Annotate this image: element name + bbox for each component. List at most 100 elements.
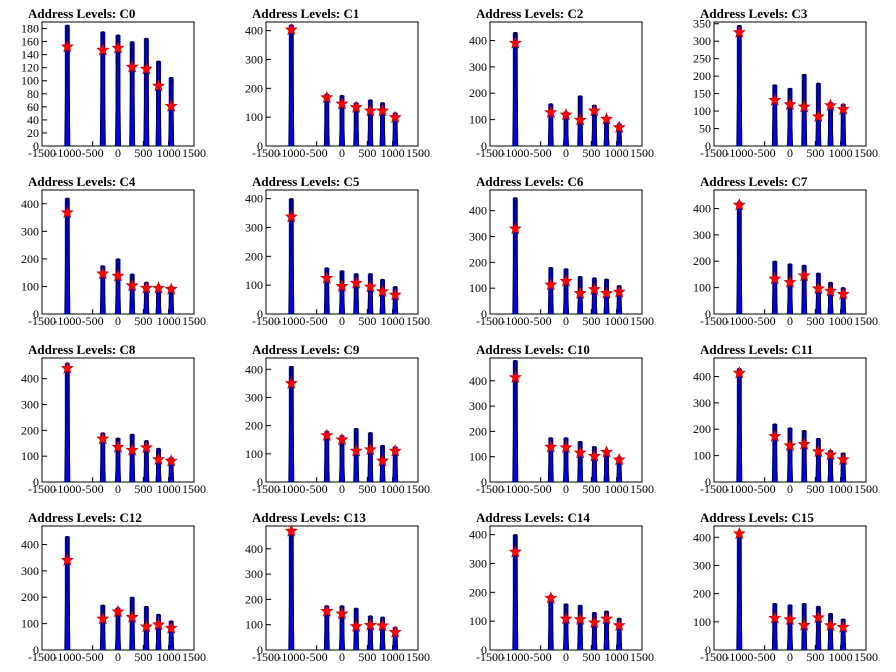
y-tick-label: 100 [245,618,263,632]
histogram-bar [604,279,610,314]
peak-star-marker [732,25,746,38]
peak-star-marker [320,428,334,442]
peak-star-marker [612,618,626,632]
peak-star-marker [139,440,153,454]
histogram-bar [339,605,345,650]
y-tick-label: 200 [693,69,711,83]
histogram-outline [787,87,793,147]
y-tick-label: 400 [245,24,263,38]
histogram-bar [772,423,778,482]
peak-star-marker [335,279,349,292]
x-tick-label: -1500 [252,314,280,328]
y-tick-label: 200 [693,587,711,601]
peak-star-marker [559,440,573,454]
y-tick-label: 200 [469,86,487,100]
x-tick-label: -500 [306,314,328,328]
chart-title: Address Levels: C8 [28,342,136,357]
histogram-outline [155,447,162,483]
x-tick-label: 1500 [630,482,654,496]
peak-star-marker [60,39,74,53]
x-tick-label: -1500 [28,146,56,160]
histogram-bar [288,531,294,650]
peak-star-marker [376,103,390,117]
x-tick-label: -500 [754,650,776,664]
histogram-bar [143,38,149,146]
peak-star-marker [376,284,390,298]
peak-star-marker [335,97,349,110]
y-tick-label: 400 [693,369,711,383]
x-tick-label: 1500 [406,650,430,664]
y-tick-label: 200 [469,585,487,599]
x-tick-label: 500 [134,146,152,160]
histogram-outline [155,613,162,651]
peak-star-marker [768,93,782,106]
y-tick-label: 300 [21,564,39,578]
x-tick-label: 1000 [829,146,853,160]
peak-star-marker [544,591,558,604]
peak-star-marker [335,606,349,620]
y-tick-label: 400 [469,528,487,542]
peak-star-marker [96,432,110,445]
histogram-outline [143,440,150,483]
y-tick-label: 200 [245,592,263,606]
x-tick-label: 1000 [157,650,181,664]
peak-star-marker [732,366,746,379]
peak-star-marker [612,452,626,466]
y-tick-label: 300 [693,34,711,48]
y-tick-label: 400 [21,197,39,211]
x-tick-label: 1000 [381,482,405,496]
chart-panel: Address Levels: C00204060801001201401601… [21,6,206,160]
peak-star-marker [349,444,363,457]
histogram-bar [156,614,162,650]
x-tick-label: 1500 [406,314,430,328]
y-tick-label: 180 [21,22,39,36]
x-tick-label: -1000 [725,482,753,496]
histogram-bar [288,24,294,146]
histogram-outline [547,267,554,315]
histogram-outline [787,263,793,315]
y-tick-label: 200 [469,424,487,438]
x-tick-label: -1000 [277,482,305,496]
peak-star-marker [824,284,838,297]
peak-star-marker [164,282,178,295]
histogram-bar [840,104,846,146]
x-tick-label: 0 [115,482,121,496]
chart-panel: Address Levels: C13 0 100 200 300 400 -1500-10… [245,510,430,664]
y-tick-label: 0 [705,643,711,657]
histogram-outline [827,281,834,315]
x-tick-label: 500 [582,314,600,328]
peak-star-marker [60,205,74,219]
y-tick-label: 100 [469,281,487,295]
histogram-outline [129,41,136,147]
peak-star-marker [125,610,139,623]
histogram-outline [563,603,569,651]
peak-star-marker [573,446,587,459]
histogram-bar [339,435,345,482]
histogram-bar [563,437,569,482]
x-tick-label: -500 [82,650,104,664]
peak-star-marker [732,526,746,540]
peak-star-marker [96,612,110,625]
chart-title: Address Levels: C12 [28,510,142,525]
peak-star-marker [783,612,797,626]
x-tick-label: -1000 [501,314,529,328]
chart-title: Address Levels: C9 [252,342,360,357]
histogram-outline [512,32,519,147]
peak-star-marker [125,443,139,456]
histogram-bar [392,286,398,314]
peak-star-marker [508,221,522,235]
x-tick-label: 0 [115,650,121,664]
histogram-bar [168,457,174,482]
y-tick-label: 300 [469,230,487,244]
chart-panel: Address Levels: C5 0 100 200 300 400 -1500-100… [245,174,430,328]
y-tick-label: 200 [693,422,711,436]
peak-star-marker [811,610,825,624]
histogram-bar [392,627,398,650]
chart-panel: Address Levels: C12 0 100 200 300 400 -1500-10… [21,510,206,664]
x-tick-label: 1500 [406,146,430,160]
x-tick-label: -500 [82,482,104,496]
x-tick-label: 500 [582,482,600,496]
histogram-outline [353,427,360,483]
peak-star-marker [349,100,363,113]
histogram-outline [129,433,136,483]
